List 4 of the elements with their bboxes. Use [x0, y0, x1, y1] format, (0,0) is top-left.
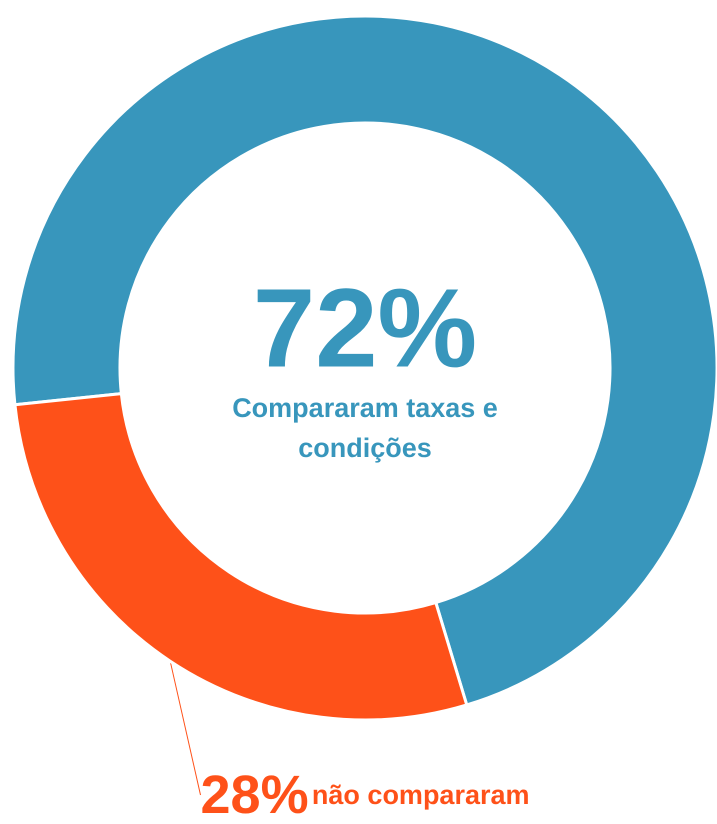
slice-label: não compararam — [312, 780, 530, 810]
data-label: 28% — [200, 765, 309, 824]
data-label: 72% — [252, 266, 478, 390]
slice-label: Compararam taxas e condições — [232, 393, 498, 463]
